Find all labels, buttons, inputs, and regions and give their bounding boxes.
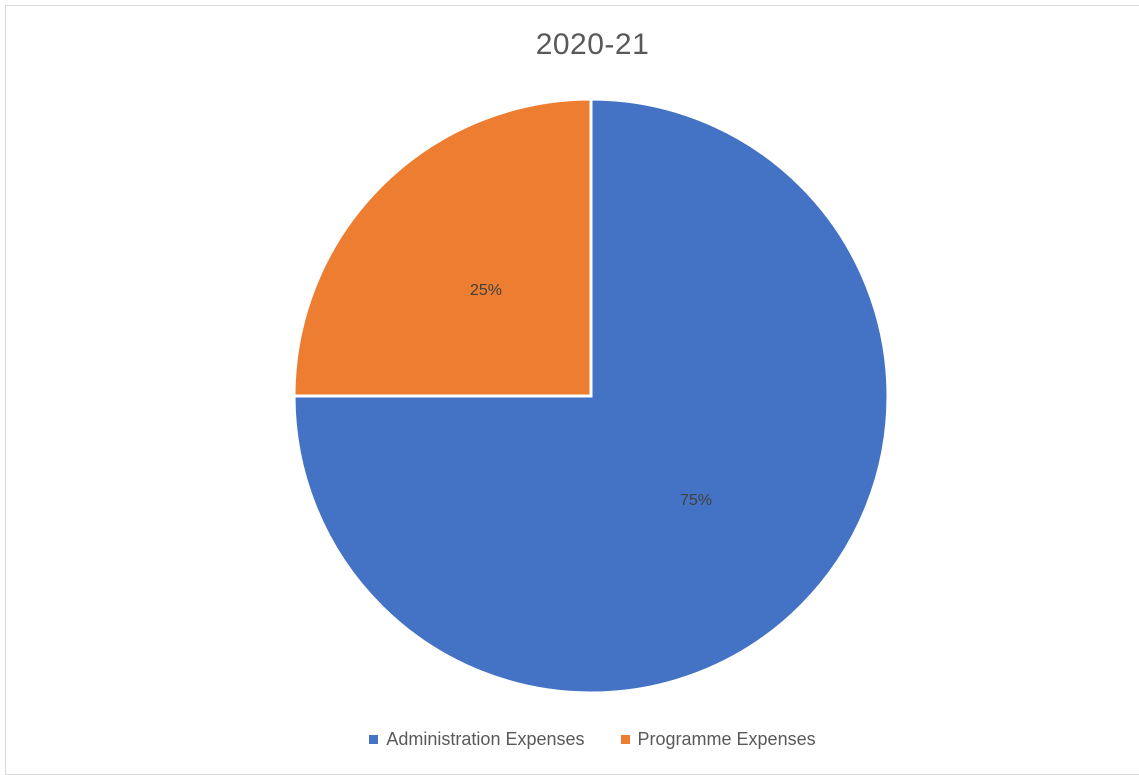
pie-slice-administration-expenses	[292, 97, 890, 695]
data-label-programme-expenses: 25%	[470, 282, 502, 299]
legend-swatch-administration-expenses	[369, 735, 379, 744]
pie-slice-programme-expenses	[292, 97, 593, 398]
pie-slices	[292, 97, 890, 695]
legend: Administration Expenses Programme Expens…	[0, 729, 1139, 750]
data-label-administration-expenses: 75%	[680, 492, 712, 509]
chart-title: 2020-21	[535, 28, 650, 61]
legend-item-administration-expenses: Administration Expenses	[369, 729, 585, 750]
pie-data-labels: 75% 25%	[470, 282, 712, 509]
legend-label-programme-expenses: Programme Expenses	[637, 729, 816, 749]
legend-swatch-programme-expenses	[620, 735, 630, 744]
legend-label-administration-expenses: Administration Expenses	[386, 729, 585, 749]
legend-item-programme-expenses: Programme Expenses	[620, 729, 816, 750]
